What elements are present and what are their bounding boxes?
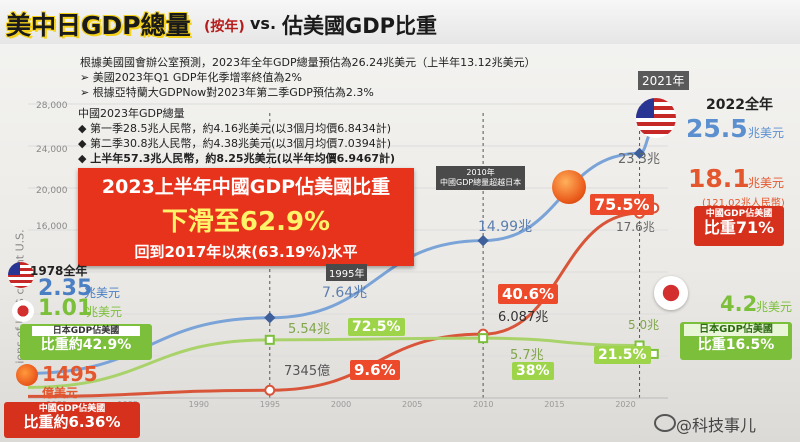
slide-subtitle: 估美國GDP比重 [282, 14, 438, 38]
jp-share-2022-title: 日本GDP佔美國 [684, 324, 788, 336]
us-2021-value: 23.3兆 [618, 152, 660, 167]
year-1995-label: 1995年 [326, 264, 368, 281]
data-point-us [633, 147, 646, 160]
us-q1-note: ➢ 美國2023年Q1 GDP年化季增率終值為2% [80, 71, 302, 84]
cn-share-title: 中國GDP佔美國 [38, 404, 106, 414]
china-flag-icon [552, 170, 586, 204]
jp-share-2022-value: 比重16.5% [697, 336, 775, 353]
x-tick-label: 2015 [544, 400, 565, 409]
china-info-heading: 中國2023年GDP總量 [78, 107, 185, 120]
x-tick-label: 1990 [188, 400, 210, 409]
cn-2021-value: 17.6兆 [616, 220, 655, 234]
us-flag-icon [8, 262, 34, 288]
watermark: @科技事儿 [676, 416, 757, 435]
y-tick-label: 28,000 [36, 101, 68, 111]
x-tick-label: 2000 [330, 400, 352, 409]
headline-line1: 2023上半年中國GDP佔美國比重 [101, 176, 391, 198]
headline-line3: 回到2017年以來(63.19%)水平 [134, 243, 358, 261]
data-point-us [264, 312, 276, 324]
cn-share-1978-badge: 中國GDP佔美國 比重約6.36% [4, 402, 140, 438]
title-vs: vs. [250, 14, 277, 33]
data-point-china [264, 384, 276, 396]
china-q1-line: ◆ 第一季28.5兆人民幣，約4.16兆美元(以3個月均價6.8434計) [78, 122, 392, 135]
x-tick-label: 2020 [615, 400, 636, 409]
cn-share-1995: 9.6% [350, 360, 400, 380]
cn-2010-value: 6.087兆 [498, 310, 549, 325]
cn-share-2010: 40.6% [498, 284, 559, 304]
japan-flag-icon [12, 300, 34, 322]
cn-1978-value: 1495 [42, 362, 98, 386]
cn-1978-unit: 億美元 [42, 386, 79, 400]
year-2022-label: 2022全年 [706, 97, 773, 113]
data-point-japan [648, 348, 659, 359]
us-flag-icon [636, 98, 676, 138]
cn-share-2022-value: 比重71% [703, 218, 775, 238]
year-2021-label: 2021年 [638, 71, 689, 90]
title-by-year: (按年) [204, 19, 245, 35]
jp-2022-value: 4.2 [720, 292, 758, 316]
jp-share-2022-badge: 日本GDP佔美國 比重16.5% [680, 322, 792, 360]
cn-2022-value: 18.1 [688, 164, 750, 193]
data-point-japan [264, 334, 275, 345]
us-2022-value: 25.5 [686, 114, 748, 143]
us-1995-value: 7.64兆 [322, 285, 368, 301]
y-tick-label: 24,000 [36, 145, 68, 155]
jp-2021-value: 5.0兆 [628, 318, 660, 332]
title-bar: 美中日GDP總量 (按年) vs. 估美國GDP比重 [0, 0, 800, 44]
x-tick-label: 1995 [259, 400, 281, 409]
japan-flag-icon [654, 276, 688, 310]
weibo-logo-icon [654, 414, 676, 432]
jp-share-1995: 72.5% [348, 318, 405, 336]
jp-share-2010: 38% [512, 362, 554, 380]
cn-2022-rmb: (121.02兆人民幣) [702, 198, 785, 209]
china-q2-line: ◆ 第二季30.8兆人民幣，約4.38兆美元(以3個月均價7.0394計) [78, 137, 392, 150]
headline-box: 2023上半年中國GDP佔美國比重 下滑至62.9% 回到2017年以來(63.… [78, 168, 414, 266]
cn-1995-value: 7345億 [284, 364, 331, 379]
note-2010: 2010年 中國GDP總量超越日本 [436, 166, 526, 190]
jp-1995-value: 5.54兆 [288, 322, 330, 337]
china-h1-line: ◆ 上半年57.3兆人民幣，約8.25兆美元(以半年均價6.9467計) [78, 152, 396, 165]
jp-share-title: 日本GDP佔美國 [32, 326, 140, 337]
cn-share-2022-badge: 中國GDP佔美國 比重71% [694, 206, 784, 246]
us-1978-value: 2.35 [38, 276, 93, 301]
china-2023-info: 中國2023年GDP總量 ◆ 第一季28.5兆人民幣，約4.16兆美元(以3個月… [78, 106, 395, 166]
jp-share-1978-badge: 日本GDP佔美國 比重約42.9% [20, 324, 152, 360]
jp-1978-unit: 兆美元 [86, 305, 123, 319]
jp-share-value: 比重約42.9% [40, 337, 132, 354]
us-2022-unit: 兆美元 [748, 126, 785, 140]
data-point-japan [478, 333, 489, 344]
jp-1978-value: 1.01 [38, 296, 93, 321]
china-flag-icon [16, 364, 38, 386]
x-tick-label: 2005 [402, 400, 423, 409]
cbo-forecast-note: 根據美國國會辦公室預測，2023年全年GDP總量預估為26.24兆美元（上半年1… [80, 56, 536, 69]
y-tick-label: 16,000 [36, 222, 68, 232]
year-1978-label: 1978全年 [30, 264, 88, 278]
cn-share-2022-title: 中國GDP佔美國 [705, 209, 773, 219]
jp-2022-unit: 兆美元 [756, 300, 793, 314]
data-point-us [477, 234, 489, 247]
gdpnow-note: ➢ 根據亞特蘭大GDPNow對2023年第二季GDP預估為2.3% [80, 86, 374, 99]
cn-2022-unit: 兆美元 [748, 176, 785, 190]
jp-share-2021: 21.5% [594, 346, 651, 364]
cn-share-2021: 75.5% [590, 194, 654, 215]
us-1978-unit: 兆美元 [84, 286, 121, 300]
slide-title: 美中日GDP總量 [6, 11, 191, 40]
us-2010-value: 14.99兆 [478, 219, 533, 235]
jp-2010-value: 5.7兆 [510, 348, 544, 363]
x-tick-label: 2010 [473, 400, 494, 409]
y-tick-label: 20,000 [36, 186, 68, 196]
headline-line2: 下滑至62.9% [161, 207, 331, 237]
cn-share-value: 比重約6.36% [23, 413, 121, 432]
